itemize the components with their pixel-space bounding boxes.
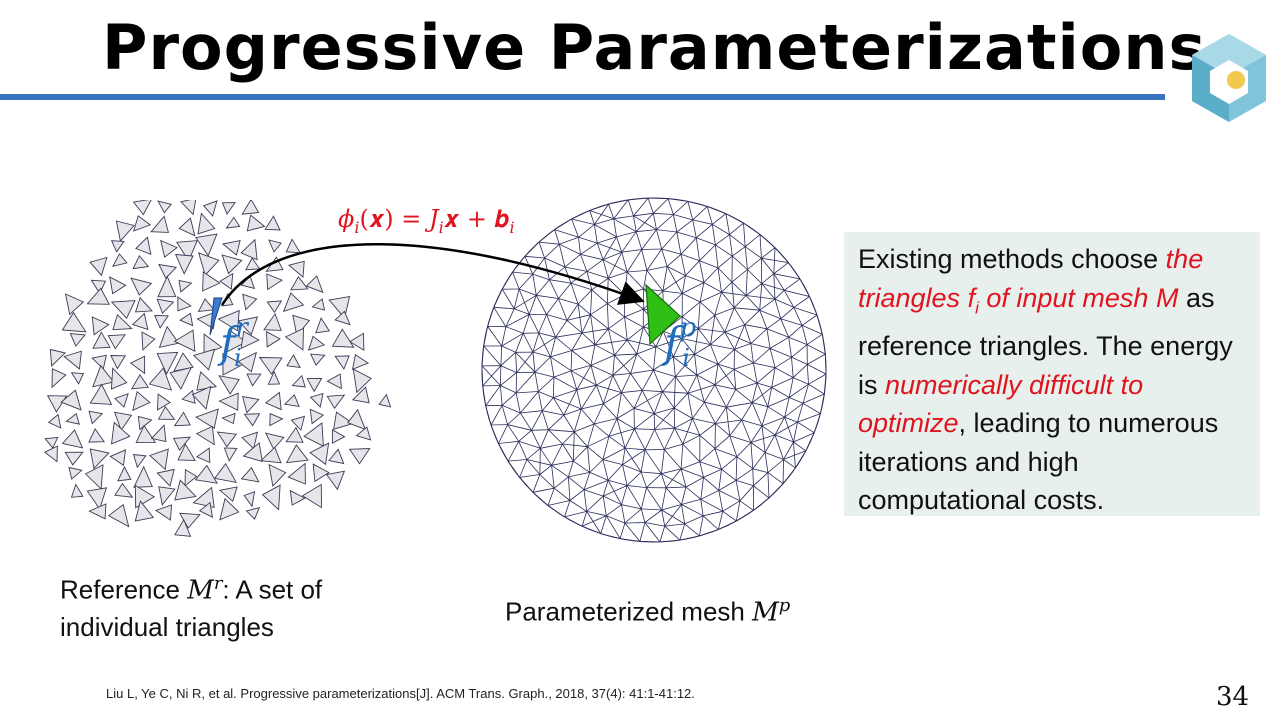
mapping-formula: ϕi(𝒙) = Ji𝒙 + 𝒃i [338,205,515,237]
citation: Liu L, Ye C, Ni R, et al. Progressive pa… [106,686,695,701]
cube-logo-icon [1192,34,1266,122]
reference-caption: Reference Mr: A set of individual triang… [60,573,323,642]
parameterized-triangle-highlight [645,283,681,346]
parameterized-mesh-figure [481,197,827,543]
reference-triangle-highlight [209,297,223,336]
slide-title: Progressive Parameterizations [102,11,1207,84]
explanation-box: Existing methods choose the triangles fi… [844,232,1260,516]
page-number: 34 [1216,682,1250,712]
title-underline [0,94,1165,100]
parameterized-caption: Parameterized mesh Mp [505,595,791,628]
parameterized-triangle-label: fpi [664,313,697,373]
reference-triangles-figure [43,200,392,537]
reference-triangle-label: fri [220,313,248,373]
